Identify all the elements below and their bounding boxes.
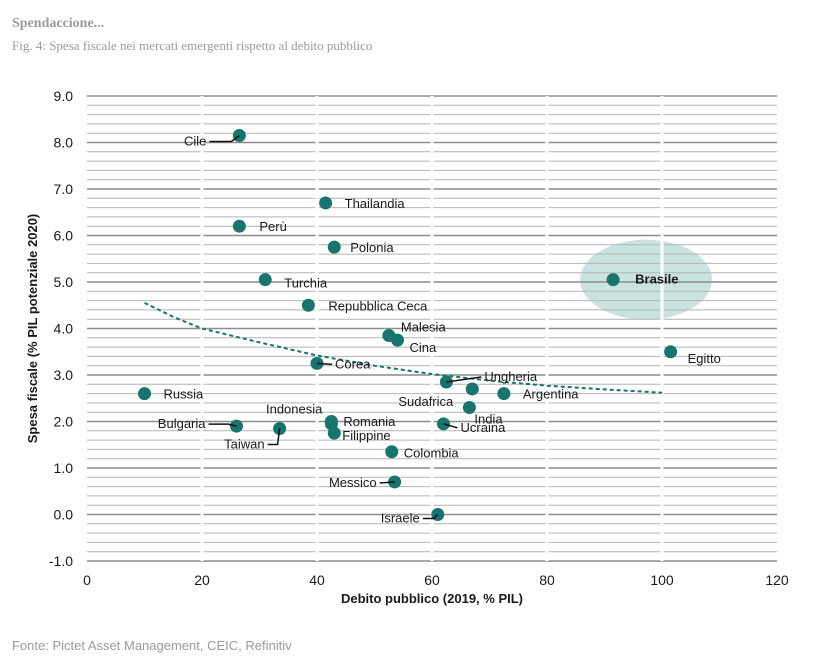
point-label: Filippine [342, 428, 390, 443]
data-point-russia [138, 387, 151, 401]
leader-line [209, 134, 240, 143]
point-label: Russia [164, 387, 205, 402]
data-point-colombia [385, 445, 399, 459]
y-tick-label: 8.0 [54, 135, 74, 151]
source-note: Fonte: Pictet Asset Management, CEIC, Re… [12, 638, 292, 653]
y-tick-label: -1.0 [49, 553, 73, 569]
data-point-thailandia [319, 196, 333, 210]
leader-line [208, 423, 237, 427]
data-point-per- [232, 219, 246, 233]
point-label: Sudafrica [398, 394, 454, 409]
leader-line [422, 513, 439, 520]
point-label: Brasile [635, 272, 678, 287]
data-point-cina [391, 333, 404, 347]
data-point-filippine [327, 426, 341, 440]
point-label: Repubblica Ceca [328, 298, 428, 313]
data-point-sudafrica [465, 382, 479, 396]
point-label: Indonesia [266, 402, 323, 417]
leader-line [443, 423, 458, 429]
point-label: Malesia [401, 319, 447, 334]
y-axis-title: Spesa fiscale (% PIL potenziale 2020) [25, 214, 40, 444]
y-tick-label: 4.0 [54, 321, 74, 337]
point-label: Romania [343, 414, 396, 429]
highlight-ellipse [580, 239, 713, 320]
point-label: Israele [381, 511, 420, 526]
chart-subtitle: Fig. 4: Spesa fiscale nei mercati emerge… [12, 38, 373, 53]
leader-line [316, 362, 333, 366]
x-tick-label: 60 [424, 572, 440, 588]
point-label: Egitto [688, 351, 721, 366]
data-point-repubblica-ceca [301, 298, 315, 312]
x-tick-label: 0 [83, 572, 91, 588]
point-label: Turchia [284, 276, 328, 291]
point-label: India [474, 412, 503, 427]
point-label: Argentina [523, 387, 579, 402]
x-tick-label: 40 [309, 572, 325, 588]
x-axis-title: Debito pubblico (2019, % PIL) [341, 591, 523, 606]
point-label: Polonia [350, 240, 394, 255]
data-labels: Cile Thailandia Perù Polonia Turchia Brasile R… [158, 134, 721, 526]
x-tick-label: 100 [650, 572, 674, 588]
y-tick-label: 3.0 [54, 367, 74, 383]
point-label: Cina [410, 340, 438, 355]
y-tick-label: 9.0 [54, 88, 74, 104]
leader-line [446, 376, 482, 383]
point-label: Ungheria [484, 369, 538, 384]
data-point-egitto [664, 345, 678, 359]
point-label: Colombia [404, 446, 460, 461]
point-label: Thailandia [345, 196, 406, 211]
y-tick-label: 5.0 [54, 274, 74, 290]
chart-title: Spendaccione... [12, 16, 105, 31]
x-tick-label: 20 [194, 572, 210, 588]
x-tick-label: 120 [765, 572, 789, 588]
point-label: Taiwan [224, 436, 264, 451]
y-tick-label: 0.0 [54, 507, 74, 523]
point-label: Perù [259, 219, 286, 234]
point-label: Messico [329, 475, 377, 490]
x-tick-label: 80 [539, 572, 555, 588]
point-label: Corea [335, 356, 371, 371]
point-label: Bulgaria [158, 416, 206, 431]
point-label: Cile [184, 134, 206, 149]
y-tick-label: 1.0 [54, 460, 74, 476]
trend-line [144, 302, 663, 394]
data-point-turchia [258, 273, 272, 287]
y-tick-label: 2.0 [54, 414, 74, 430]
y-tick-label: 6.0 [54, 228, 74, 244]
data-points [138, 129, 678, 521]
data-point-brasile [606, 273, 620, 287]
data-point-polonia [327, 240, 341, 254]
leader-line [379, 481, 395, 484]
data-point-india [462, 401, 476, 415]
y-tick-label: 7.0 [54, 181, 74, 197]
data-point-argentina [497, 387, 511, 401]
point-label: Ucraina [461, 420, 507, 435]
leader-line [267, 428, 281, 446]
